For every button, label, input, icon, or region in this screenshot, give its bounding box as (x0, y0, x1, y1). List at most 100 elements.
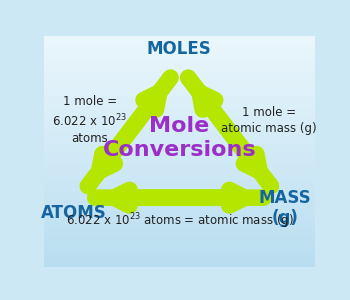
Bar (44, 237, 315, 239)
Bar (44, 172, 315, 175)
Bar (44, 61, 315, 64)
Bar (44, 85, 315, 87)
Bar (44, 124, 315, 126)
Bar (44, 154, 315, 156)
Bar (44, 92, 315, 94)
Bar (44, 64, 315, 66)
Bar (44, 195, 315, 198)
Bar (44, 149, 315, 152)
Bar (44, 228, 315, 230)
Bar (44, 221, 315, 223)
Bar (44, 265, 315, 267)
Bar (44, 251, 315, 253)
Bar (44, 66, 315, 68)
Bar (44, 117, 315, 119)
Bar (44, 140, 315, 142)
Text: 1 mole =
6.022 x 10$^{23}$
atoms: 1 mole = 6.022 x 10$^{23}$ atoms (52, 95, 127, 145)
Bar (44, 43, 315, 45)
Bar (44, 161, 315, 163)
Bar (44, 101, 315, 103)
Bar (44, 59, 315, 61)
Bar (44, 260, 315, 262)
Bar (44, 105, 315, 108)
Bar (44, 188, 315, 191)
Bar (44, 47, 315, 50)
Bar (44, 89, 315, 92)
Bar (44, 168, 315, 170)
Bar (44, 68, 315, 70)
Bar (44, 52, 315, 55)
Bar (44, 152, 315, 154)
Text: MASS
(g): MASS (g) (259, 189, 312, 227)
Bar (44, 55, 315, 57)
Bar (44, 232, 315, 235)
Bar (44, 235, 315, 237)
Text: ATOMS: ATOMS (41, 204, 106, 222)
Bar (44, 175, 315, 177)
Bar (44, 179, 315, 182)
Bar (44, 177, 315, 179)
Bar (44, 262, 315, 265)
Bar (44, 87, 315, 89)
Bar (44, 94, 315, 96)
Bar (44, 165, 315, 168)
Bar (44, 110, 315, 112)
Bar (44, 205, 315, 207)
Bar (44, 126, 315, 128)
Bar (44, 244, 315, 246)
Bar (44, 200, 315, 202)
Bar (44, 258, 315, 260)
Bar (44, 216, 315, 218)
Bar (44, 191, 315, 193)
Bar (44, 255, 315, 258)
Bar (44, 198, 315, 200)
Bar (44, 142, 315, 145)
Bar (44, 108, 315, 110)
Bar (44, 186, 315, 188)
Bar (44, 131, 315, 133)
Bar (44, 223, 315, 225)
Bar (44, 82, 315, 85)
Bar (44, 230, 315, 232)
Bar (44, 207, 315, 209)
Bar (44, 147, 315, 149)
Bar (44, 98, 315, 101)
Bar (44, 112, 315, 115)
Bar (44, 122, 315, 124)
Bar (44, 38, 315, 40)
Bar (44, 214, 315, 216)
Bar (44, 80, 315, 82)
Bar (44, 225, 315, 228)
Bar (44, 145, 315, 147)
Bar (44, 36, 315, 38)
Bar (44, 158, 315, 161)
Text: 6.022 x 10$^{23}$ atoms = atomic mass (g): 6.022 x 10$^{23}$ atoms = atomic mass (g… (65, 211, 293, 231)
Text: Mole
Conversions: Mole Conversions (103, 116, 256, 160)
Bar (44, 73, 315, 75)
Bar (44, 103, 315, 105)
Bar (44, 239, 315, 242)
Bar (44, 135, 315, 138)
Bar (44, 57, 315, 59)
Bar (44, 212, 315, 214)
Bar (44, 248, 315, 251)
Bar (44, 218, 315, 221)
Text: 1 mole =
atomic mass (g): 1 mole = atomic mass (g) (221, 106, 317, 135)
Bar (44, 128, 315, 131)
Bar (44, 78, 315, 80)
Bar (44, 246, 315, 248)
Bar (44, 133, 315, 135)
Bar (44, 119, 315, 122)
Bar (44, 163, 315, 165)
Bar (44, 75, 315, 78)
Bar (44, 209, 315, 211)
Bar (44, 170, 315, 172)
Bar (44, 70, 315, 73)
Bar (44, 202, 315, 205)
Bar (44, 115, 315, 117)
Bar (44, 50, 315, 52)
Bar (44, 193, 315, 195)
Bar (44, 156, 315, 158)
Bar (44, 96, 315, 98)
Bar (44, 253, 315, 255)
